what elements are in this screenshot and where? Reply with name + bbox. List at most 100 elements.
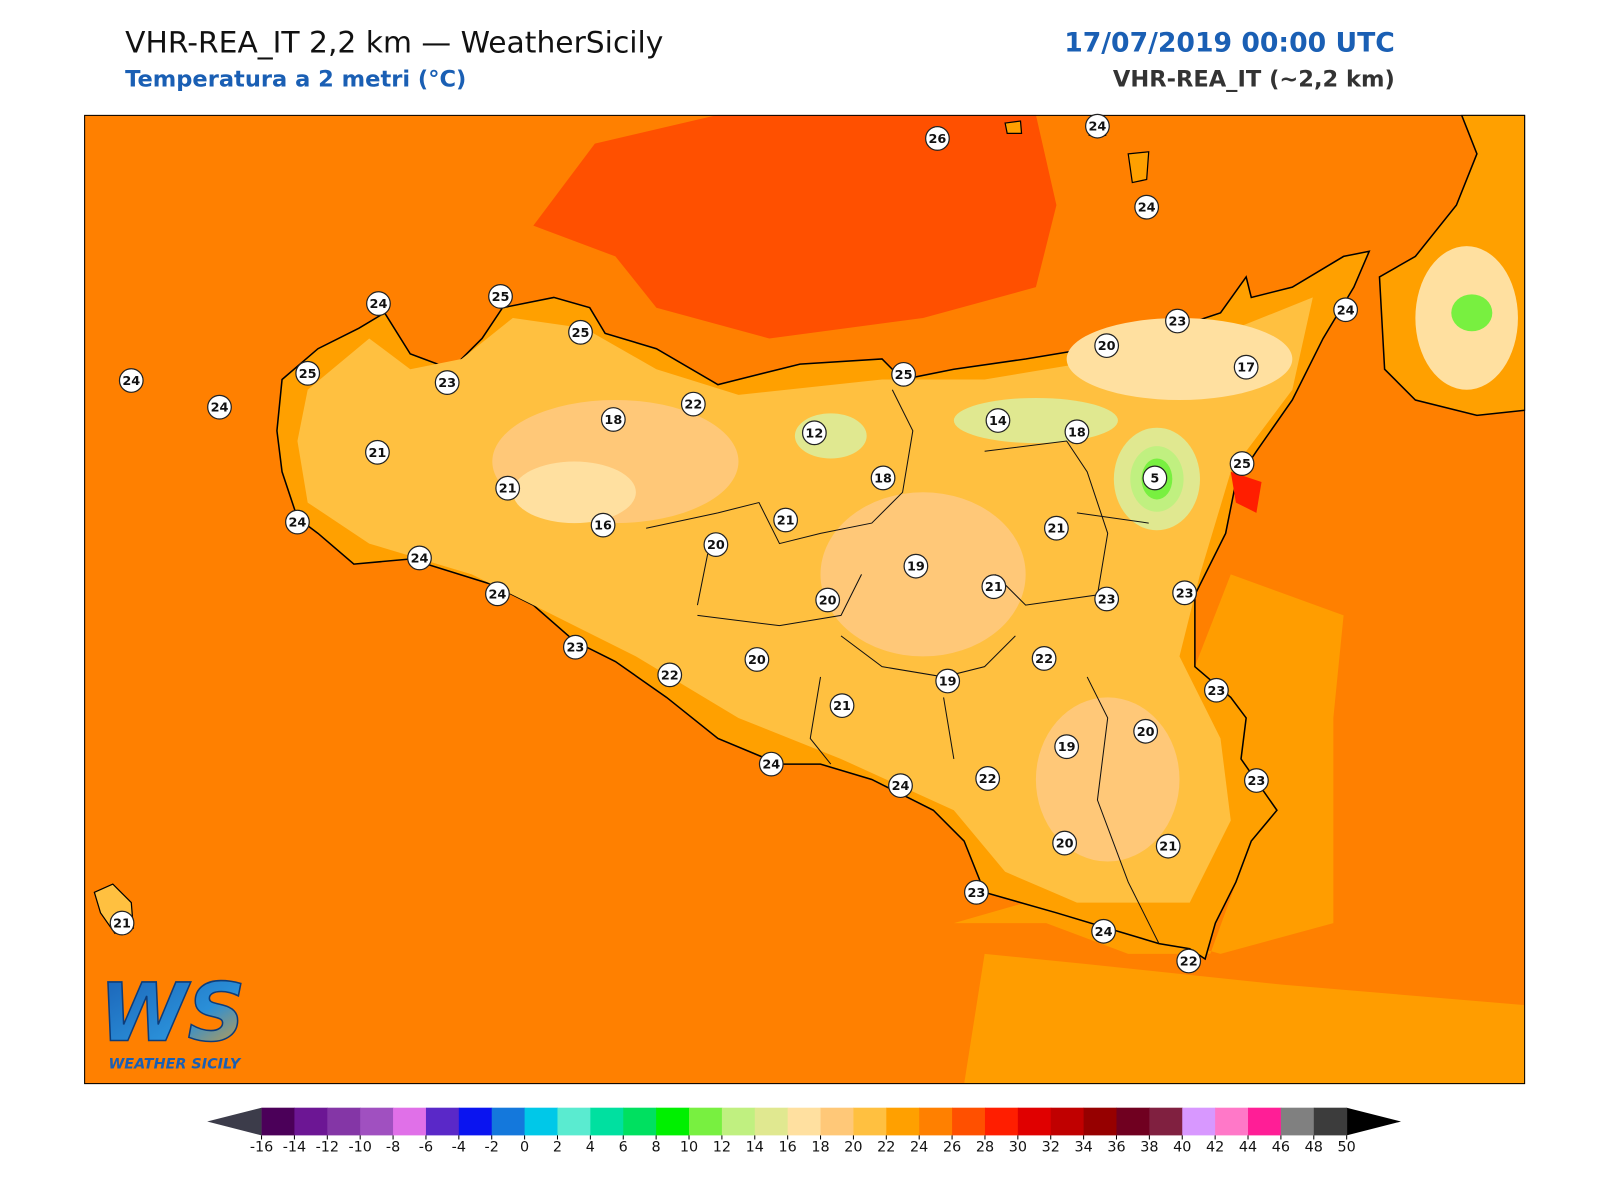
station-value: 22 [1180, 955, 1198, 970]
station: 22 [1031, 646, 1057, 671]
colorbar-tick-label: 32 [1042, 1140, 1060, 1156]
station-value: 24 [1095, 925, 1113, 940]
station-value: 26 [929, 132, 947, 147]
station-value: 24 [370, 297, 388, 312]
station: 18 [870, 465, 896, 491]
station: 23 [1172, 580, 1198, 606]
colorbar-bin [360, 1107, 394, 1136]
colorbar-bin [1017, 1107, 1052, 1136]
colorbar-bin [1280, 1107, 1315, 1136]
station: 23 [1204, 677, 1229, 703]
station: 23 [562, 634, 588, 660]
station: 20 [815, 587, 841, 613]
station-value: 24 [1089, 120, 1107, 135]
colorbar-tick-label: 28 [976, 1140, 994, 1156]
station: 22 [680, 391, 706, 417]
station-value: 22 [1035, 652, 1053, 667]
station: 24 [888, 773, 913, 799]
station: 25 [1229, 451, 1255, 476]
station-value: 21 [1159, 840, 1177, 855]
station-value: 24 [411, 551, 429, 566]
station-value: 24 [289, 516, 307, 531]
station: 25 [488, 284, 513, 309]
colorbar-bin [393, 1107, 427, 1136]
station-marker [485, 581, 510, 607]
station: 24 [407, 545, 432, 571]
colorbar-bin [952, 1107, 986, 1136]
colorbar-bin [1313, 1107, 1348, 1136]
station: 23 [1094, 586, 1120, 612]
station: 20 [1094, 333, 1120, 359]
station-value: 23 [1207, 684, 1225, 699]
station: 19 [935, 668, 961, 694]
station: 23 [1244, 768, 1269, 793]
logo-mark: WS [99, 966, 245, 1059]
cool-area [953, 397, 1118, 444]
colorbar-tick-label: 22 [877, 1140, 895, 1156]
station: 19 [1054, 734, 1080, 760]
colorbar-tick-label: 48 [1305, 1140, 1323, 1156]
station: 14 [985, 408, 1011, 433]
colorbar-bin [1116, 1107, 1150, 1136]
colorbar-bin [721, 1107, 756, 1136]
station-marker [1064, 419, 1090, 445]
station-value: 23 [566, 641, 584, 656]
station-value: 24 [489, 587, 507, 602]
station-value: 24 [1337, 303, 1355, 318]
station: 23 [434, 370, 460, 395]
station-value: 14 [989, 414, 1007, 429]
colorbar-bin [984, 1107, 1019, 1136]
station: 21 [829, 693, 855, 719]
colorbar: -16 -14 -12 -10 -8 -6 -4 -2 0 2 4 6 8 10 12 14 16 18 20 22 2… [207, 1107, 1402, 1156]
station: 22 [657, 662, 683, 688]
station-value: 25 [1233, 457, 1251, 472]
station-marker [365, 439, 390, 465]
colorbar-tick-label: 14 [746, 1140, 764, 1156]
station: 22 [975, 766, 1001, 791]
colorbar-bin [820, 1107, 854, 1136]
station-value: 19 [939, 675, 957, 690]
station-marker [1176, 948, 1202, 974]
station-value: 25 [299, 367, 317, 382]
colorbar-tick-label: 30 [1009, 1140, 1027, 1156]
station-marker [1204, 677, 1229, 703]
station: 23 [1165, 308, 1190, 334]
colorbar-tick-label: 40 [1173, 1140, 1191, 1156]
station-marker [1085, 113, 1110, 139]
station-value: 23 [1247, 774, 1265, 789]
station: 12 [801, 420, 827, 446]
station-value: 20 [1056, 837, 1074, 852]
station-marker [1229, 451, 1255, 476]
station-value: 21 [833, 699, 851, 714]
station: 20 [1052, 830, 1078, 856]
station-marker [1094, 586, 1120, 612]
station-marker [1134, 194, 1160, 220]
station-marker [829, 693, 855, 719]
colorbar-tick-label: -4 [452, 1140, 466, 1156]
colorbar-bin [261, 1107, 295, 1136]
station-value: 18 [1068, 425, 1086, 440]
station-value: 21 [1047, 522, 1065, 537]
station-value: 18 [874, 471, 892, 486]
colorbar-bin [1215, 1107, 1249, 1136]
station: 21 [495, 475, 521, 501]
station-marker [773, 507, 799, 533]
colorbar-bin [689, 1107, 723, 1136]
station: 17 [1233, 354, 1259, 380]
station-marker [888, 773, 913, 799]
colorbar-tick-label: 26 [943, 1140, 961, 1156]
station-marker [407, 545, 432, 571]
logo-name: WEATHER SICILY [108, 1057, 241, 1073]
station-value: 23 [1176, 586, 1194, 601]
colorbar-bin [1149, 1107, 1183, 1136]
station-marker [568, 319, 593, 345]
station: 21 [1044, 515, 1069, 541]
station: 24 [1085, 113, 1110, 139]
colorbar-bin [557, 1107, 591, 1136]
station: 25 [891, 361, 916, 387]
colorbar-bin [491, 1107, 526, 1136]
colorbar-under [207, 1107, 262, 1136]
colorbar-tick-label: 2 [553, 1140, 562, 1156]
station-marker [434, 370, 460, 395]
station-marker [891, 361, 916, 387]
